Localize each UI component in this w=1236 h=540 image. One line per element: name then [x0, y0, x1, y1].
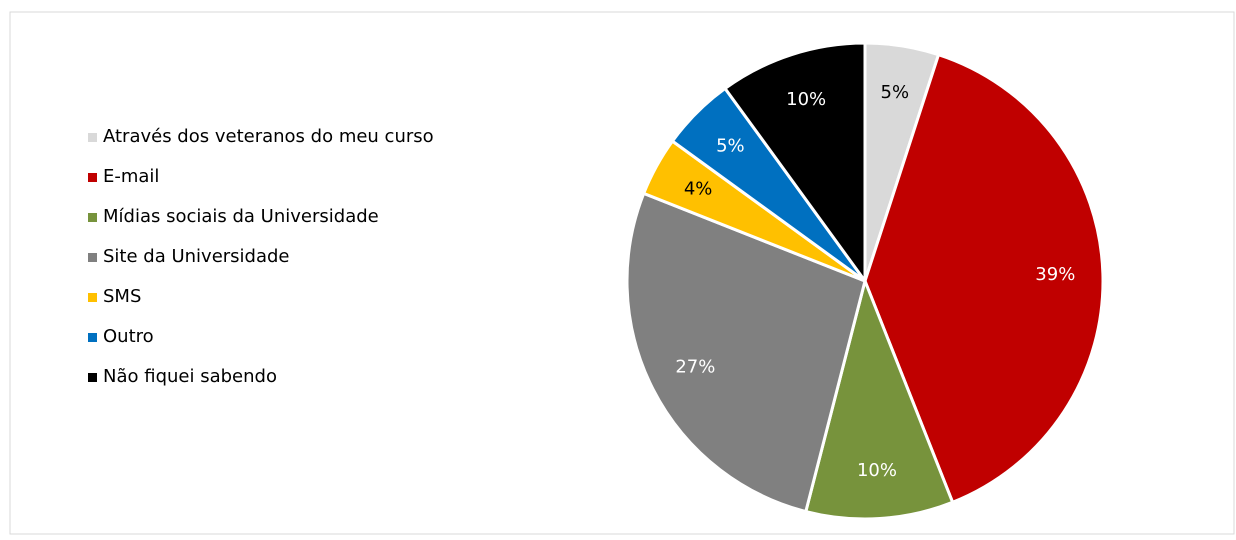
- data-label: 10%: [857, 460, 897, 481]
- legend: [42, 115, 488, 397]
- legend-swatch: [88, 253, 97, 262]
- pie-slice: [625, 191, 867, 514]
- legend-label: Outro: [103, 326, 154, 347]
- legend-swatch: [88, 213, 97, 222]
- data-label: 10%: [786, 89, 826, 110]
- legend-label: SMS: [103, 286, 141, 307]
- data-label: 5%: [716, 135, 745, 156]
- legend-swatch: [88, 133, 97, 142]
- data-label: 4%: [684, 178, 713, 199]
- data-label: 39%: [1035, 264, 1075, 285]
- pie-slice: [863, 52, 1105, 505]
- legend-swatch: [88, 333, 97, 342]
- legend-swatch: [88, 293, 97, 302]
- legend-label: Através dos veteranos do meu curso: [103, 126, 434, 147]
- legend-label: E-mail: [103, 166, 159, 187]
- legend-swatch: [88, 173, 97, 182]
- pie-slice: [803, 276, 955, 521]
- data-label: 27%: [675, 356, 715, 377]
- data-label: 5%: [881, 82, 910, 103]
- pie-slice: [723, 41, 867, 286]
- legend-swatch: [88, 373, 97, 382]
- legend-label: Mídias sociais da Universidade: [103, 206, 379, 227]
- legend-label: Site da Universidade: [103, 246, 290, 267]
- legend-label: Não fiquei sabendo: [103, 366, 277, 387]
